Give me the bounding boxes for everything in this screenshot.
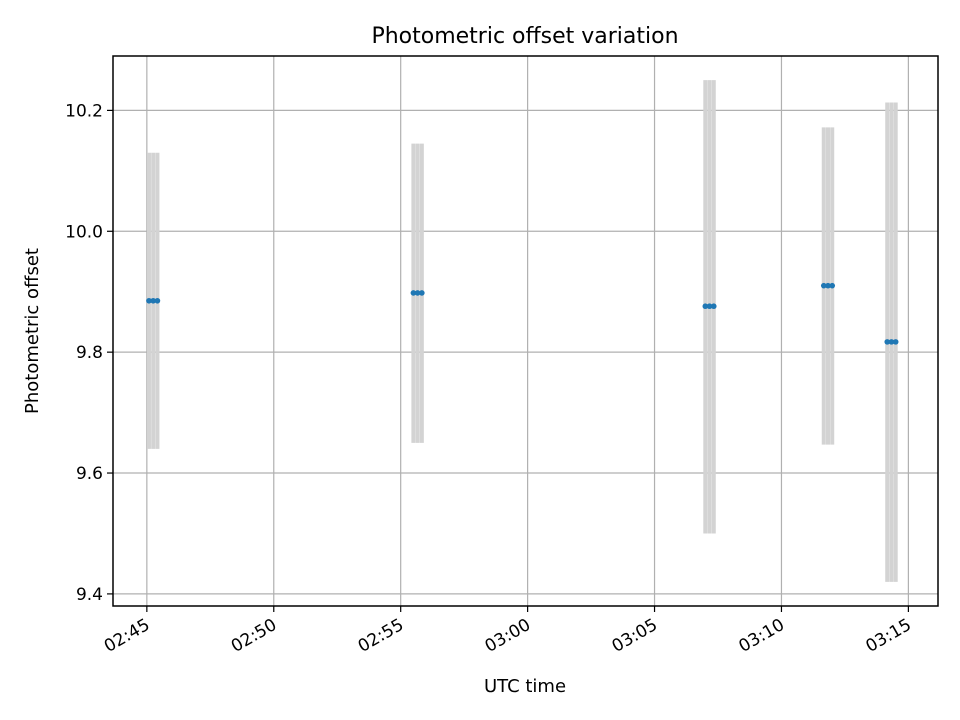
data-point	[829, 282, 836, 289]
data-point	[154, 297, 161, 304]
data-point	[150, 297, 156, 304]
x-tick-label: 03:15	[862, 615, 914, 657]
data-point	[702, 303, 709, 310]
data-point	[414, 290, 421, 296]
x-tick-label: 02:55	[355, 615, 407, 657]
data-point	[146, 297, 152, 304]
y-tick-label: 9.4	[76, 585, 103, 605]
data-points	[146, 282, 899, 345]
data-point	[892, 339, 899, 345]
y-tick-label: 10.0	[65, 222, 103, 242]
y-axis-ticks: 9.4 9.6 9.8 10.0 10.2	[65, 101, 113, 605]
data-point	[410, 290, 417, 296]
y-tick-label: 9.6	[76, 464, 103, 484]
data-point	[888, 339, 895, 345]
data-point	[419, 290, 425, 296]
x-axis-ticks: 02:45 02:50 02:55 03:00 03:05 03:10 03:15	[101, 606, 915, 657]
x-tick-label: 02:45	[101, 615, 153, 657]
plot-frame	[112, 55, 939, 607]
data-point	[820, 282, 827, 289]
data-point	[825, 282, 831, 289]
x-tick-label: 03:00	[482, 615, 534, 657]
data-point	[706, 303, 713, 310]
y-tick-label: 10.2	[65, 101, 103, 121]
x-tick-label: 02:50	[228, 615, 280, 657]
x-axis-label: UTC time	[484, 676, 566, 697]
y-axis-label: Photometric offset	[22, 248, 43, 414]
grid	[113, 56, 938, 606]
data-point	[710, 303, 717, 310]
error-bars	[146, 80, 898, 582]
x-tick-label: 03:10	[736, 615, 788, 657]
chart-title: Photometric offset variation	[371, 24, 678, 49]
x-tick-label: 03:05	[609, 615, 661, 657]
y-tick-label: 9.8	[76, 343, 103, 363]
data-point	[884, 339, 891, 345]
